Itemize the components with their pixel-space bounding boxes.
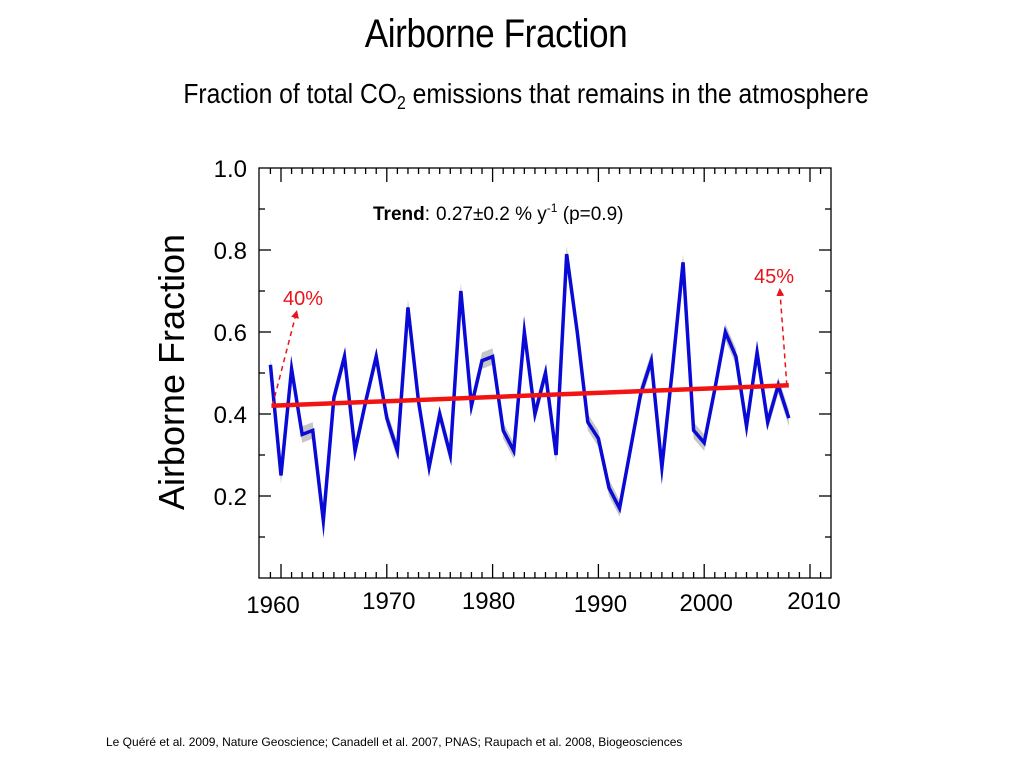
y-tick-label: 0.8 xyxy=(214,238,247,265)
trend-group xyxy=(271,383,789,409)
start-percent-label: 40% xyxy=(283,288,323,310)
x-tick-label: 1960 xyxy=(246,592,299,619)
series-group xyxy=(268,253,791,538)
y-tick-label: 0.4 xyxy=(214,402,247,429)
x-tick-label: 2000 xyxy=(680,590,733,617)
y-tick-label: 1.0 xyxy=(214,156,247,183)
trend-label-colon: : xyxy=(425,204,430,225)
x-tick-label: 1970 xyxy=(362,588,415,615)
x-tick-label: 1990 xyxy=(574,591,627,618)
axes: 1.0 0.8 0.6 0.4 0.2 1960 1970 1980 1990 2000 2010 xyxy=(214,156,841,619)
start-arrow xyxy=(271,310,299,406)
trend-line xyxy=(271,383,789,409)
annotations-group: Trend: 0.27±0.2 % y-1 (p=0.9) 40% 45% xyxy=(271,201,794,406)
trend-label-exp: -1 xyxy=(547,201,558,215)
x-tick-label: 1980 xyxy=(462,588,515,615)
subtitle-subscript: 2 xyxy=(396,93,406,113)
trend-label-value: 0.27±0.2 % y xyxy=(436,204,547,225)
chart-subtitle: Fraction of total CO2 emissions that rem… xyxy=(63,78,989,113)
y-tick-label: 0.6 xyxy=(214,320,247,347)
chart-title: Airborne Fraction xyxy=(364,12,628,56)
y-tick-label: 0.2 xyxy=(214,484,247,511)
trend-label-p: (p=0.9) xyxy=(557,204,623,225)
subtitle-prefix: Fraction of total CO xyxy=(183,78,397,109)
x-tick-label: 2010 xyxy=(787,588,840,615)
trend-annotation: Trend: 0.27±0.2 % y-1 (p=0.9) xyxy=(373,201,623,225)
trend-label-bold: Trend xyxy=(373,204,425,225)
subtitle-suffix: emissions that remains in the atmosphere xyxy=(405,78,869,109)
airborne-fraction-line xyxy=(268,253,791,538)
end-arrow xyxy=(776,288,788,386)
y-axis-label: Airborne Fraction xyxy=(151,234,192,510)
citation: Le Quéré et al. 2009, Nature Geoscience;… xyxy=(106,735,683,749)
end-percent-label: 45% xyxy=(754,266,794,288)
